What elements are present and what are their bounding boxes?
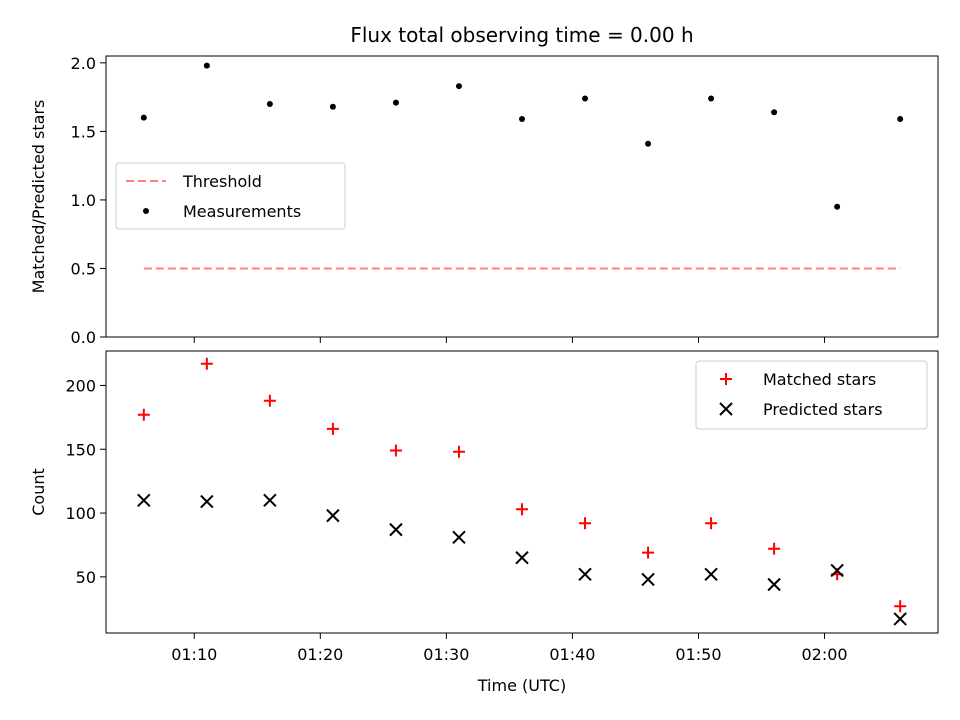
y-tick-label: 50	[76, 568, 96, 587]
legend: Threshold Measurements	[115, 162, 346, 230]
data-point	[894, 600, 907, 613]
legend-swatch	[720, 373, 732, 385]
legend-label: Measurements	[183, 202, 301, 221]
data-point	[897, 116, 904, 123]
data-point	[582, 95, 589, 102]
data-point	[326, 422, 339, 435]
x-tick-label: 01:40	[549, 645, 595, 664]
legend: Matched stars Predicted stars	[695, 360, 928, 430]
data-point	[137, 408, 150, 421]
x-tick-label: 01:20	[297, 645, 343, 664]
legend-box	[695, 360, 928, 430]
data-point	[834, 203, 841, 210]
x-tick-label: 01:10	[171, 645, 217, 664]
y-axis-label: Count	[29, 468, 48, 516]
data-point	[705, 517, 718, 530]
data-point	[645, 140, 652, 147]
y-tick-label: 2.0	[71, 54, 96, 73]
data-point	[578, 567, 592, 582]
y-tick-label: 100	[65, 504, 96, 523]
series-predicted-stars	[137, 493, 907, 626]
data-point	[389, 522, 403, 537]
data-point	[200, 494, 214, 509]
data-point	[266, 100, 273, 107]
data-point	[140, 114, 147, 121]
data-point	[200, 357, 213, 370]
data-point	[516, 503, 528, 516]
plot-frame	[105, 55, 939, 338]
legend-box	[115, 162, 346, 230]
data-point	[641, 572, 655, 587]
data-point	[519, 116, 525, 123]
figure-title: Flux total observing time = 0.00 h	[350, 23, 693, 47]
data-point	[389, 444, 402, 457]
data-point	[708, 95, 715, 102]
y-tick-label: 1.0	[71, 191, 96, 210]
x-tick-label: 01:50	[675, 645, 721, 664]
data-point	[515, 551, 529, 565]
x-axis-label: Time (UTC)	[477, 676, 566, 695]
data-point	[768, 542, 781, 555]
data-point	[326, 508, 340, 523]
data-point	[452, 530, 466, 545]
y-tick-label: 1.5	[71, 122, 96, 141]
series-matched-stars	[137, 357, 907, 613]
plot-frame	[105, 350, 939, 634]
data-point	[329, 103, 336, 110]
legend-swatch	[143, 208, 149, 214]
data-point	[137, 493, 151, 508]
legend-swatch	[719, 402, 733, 416]
ratio-panel: 0.0 0.5 1.0 1.5 2.0 Matched/Predicted stars Th…	[29, 54, 939, 347]
y-tick-label: 0.0	[71, 328, 96, 347]
data-point	[203, 62, 210, 69]
data-point	[263, 493, 277, 508]
data-point	[830, 563, 844, 578]
y-tick-label: 0.5	[71, 259, 96, 278]
legend-label: Predicted stars	[763, 400, 883, 419]
y-axis-label: Matched/Predicted stars	[29, 100, 48, 294]
data-point	[767, 577, 781, 592]
data-point	[579, 517, 592, 530]
data-point	[392, 99, 399, 106]
data-point	[642, 546, 655, 559]
data-point	[771, 109, 778, 116]
legend-label: Matched stars	[763, 370, 876, 389]
x-tick-label: 02:00	[801, 645, 847, 664]
data-point	[452, 445, 465, 458]
data-point	[263, 394, 276, 407]
count-panel: 50 100 150 200 01:10 01:20 01:30 01:40 01:50 02:0…	[29, 350, 939, 695]
data-point	[893, 612, 907, 626]
data-point	[704, 567, 718, 582]
data-point	[455, 83, 462, 90]
y-tick-label: 150	[65, 440, 96, 459]
x-tick-label: 01:30	[423, 645, 469, 664]
legend-label: Threshold	[182, 172, 262, 191]
series-measurements	[140, 62, 904, 210]
y-tick-label: 200	[65, 376, 96, 395]
